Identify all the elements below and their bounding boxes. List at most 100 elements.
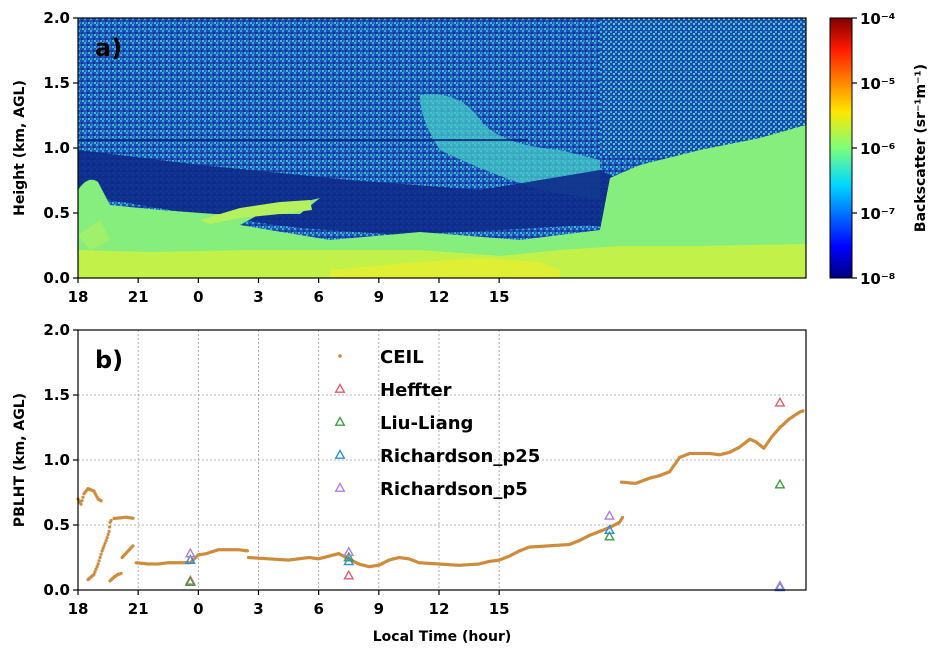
heatmap-y-ticks: 0.0 0.5 1.0 1.5 2.0: [43, 9, 78, 287]
ceil-point: [99, 499, 103, 503]
colorbar-gradient: [829, 17, 853, 279]
ceil-point: [103, 541, 107, 545]
triangle-point: [774, 580, 786, 590]
heatmap-panel: a) Height (km, AGL) 0.0 0.5 1.0 1.5 2.0 18 21…: [12, 9, 807, 306]
ceil-point: [620, 515, 625, 520]
x-tick-label: 6: [313, 600, 323, 618]
triangle-point: [343, 546, 355, 557]
ceil-point: [107, 529, 111, 534]
triangle-point: [343, 551, 355, 562]
y-tick-label: 2.0: [43, 9, 70, 27]
x-tick-label: 0: [193, 288, 203, 306]
x-tick-label: 3: [253, 288, 263, 306]
legend-label: Liu-Liang: [380, 413, 473, 434]
pblht-xlabel: Local Time (hour): [373, 629, 512, 645]
x-tick-label: 9: [374, 600, 384, 618]
ceil-point: [81, 495, 85, 499]
colorbar-tick-label: 10⁻⁶: [860, 140, 895, 158]
ceil-point: [245, 549, 249, 553]
y-tick-label: 1.0: [43, 451, 70, 469]
x-tick-label: 18: [68, 600, 89, 618]
x-tick-label: 9: [374, 288, 384, 306]
panel-label-b: b): [95, 346, 123, 374]
legend-marker: [338, 354, 342, 358]
colorbar-tick-label: 10⁻⁵: [860, 75, 895, 93]
triangle-point: [774, 478, 786, 489]
ceil-point: [100, 549, 104, 553]
x-tick-label: 15: [489, 288, 510, 306]
ceil-point: [92, 572, 96, 577]
x-tick-label: 12: [429, 288, 450, 306]
colorbar-tick-label: 10⁻⁷: [860, 205, 895, 223]
colorbar-ticks: 10⁻⁸ 10⁻⁷ 10⁻⁶ 10⁻⁵ 10⁻⁴: [852, 10, 895, 288]
ceil-point: [98, 555, 102, 560]
legend-marker: [334, 449, 346, 459]
pblht-ylabel: PBLHT (km, AGL): [12, 393, 28, 527]
ceil-point: [79, 502, 83, 506]
legend-marker: [334, 482, 346, 492]
triangle-point: [343, 555, 355, 566]
x-tick-label: 21: [128, 600, 149, 618]
pblht-y-ticks: 0.0 0.5 1.0 1.5 2.0: [43, 321, 78, 599]
x-tick-label: 15: [489, 600, 510, 618]
y-tick-label: 2.0: [43, 321, 70, 339]
ceil-point: [108, 525, 112, 529]
pblht-x-ticks: 18 21 0 3 6 9 12 15: [68, 590, 510, 618]
y-tick-label: 0.0: [43, 269, 70, 287]
y-tick-label: 1.5: [43, 74, 70, 92]
x-tick-label: 12: [429, 600, 450, 618]
ceil-point: [106, 532, 110, 537]
ceil-point: [97, 559, 101, 563]
ceil-point: [95, 565, 99, 569]
legend-label: Heffter: [380, 380, 452, 401]
ceil-point: [801, 409, 805, 413]
x-tick-label: 18: [68, 288, 89, 306]
y-tick-label: 0.0: [43, 581, 70, 599]
ceil-point: [131, 516, 135, 520]
legend-marker: [334, 416, 346, 426]
triangle-point: [343, 569, 355, 580]
triangle-point: [603, 530, 615, 541]
legend-label: CEIL: [380, 347, 424, 368]
ceil-point: [94, 567, 98, 571]
ceil-point: [119, 571, 123, 576]
panel-label-a: a): [95, 34, 122, 62]
triangle-point: [184, 554, 196, 564]
x-tick-label: 21: [128, 288, 149, 306]
colorbar-label: Backscatter (sr⁻¹m⁻¹): [913, 64, 929, 232]
legend-label: Richardson_p5: [380, 479, 528, 500]
y-tick-label: 0.5: [43, 204, 70, 222]
triangle-point: [603, 509, 615, 520]
ceil-point: [101, 546, 105, 551]
legend: CEIL Heffter Liu-Liang Richardson_p25 Richar…: [334, 347, 540, 500]
ceil-point: [131, 544, 135, 548]
y-tick-label: 1.0: [43, 139, 70, 157]
ceil-point: [99, 552, 103, 556]
pblht-panel: b) PBLHT (km, AGL) Local Time (hour) 0.0…: [12, 321, 807, 645]
x-tick-label: 0: [193, 600, 203, 618]
triangle-point: [774, 396, 786, 407]
ceil-point: [105, 536, 109, 540]
triangle-point: [184, 576, 196, 587]
legend-marker: [334, 383, 346, 393]
ceil-series: [76, 409, 805, 583]
x-tick-label: 6: [313, 288, 323, 306]
heatmap-x-ticks: 18 21 0 3 6 9 12 15: [68, 278, 510, 306]
heatmap-ylabel: Height (km, AGL): [12, 80, 28, 216]
backscatter-field: [78, 18, 806, 278]
ceil-point: [96, 562, 100, 566]
ceil-point: [102, 544, 106, 548]
ceil-point: [109, 518, 113, 523]
legend-label: Richardson_p25: [380, 446, 540, 467]
ceil-point: [80, 499, 84, 503]
colorbar: 10⁻⁸ 10⁻⁷ 10⁻⁶ 10⁻⁵ 10⁻⁴ Backscatter (sr⁻¹m⁻…: [829, 10, 929, 288]
ceil-point: [93, 570, 97, 574]
y-tick-label: 0.5: [43, 516, 70, 534]
x-tick-label: 3: [253, 600, 263, 618]
ceil-point: [104, 539, 108, 543]
colorbar-tick-label: 10⁻⁸: [860, 270, 895, 288]
y-tick-label: 1.5: [43, 386, 70, 404]
triangle-series: [184, 396, 786, 592]
colorbar-tick-label: 10⁻⁴: [860, 10, 895, 28]
